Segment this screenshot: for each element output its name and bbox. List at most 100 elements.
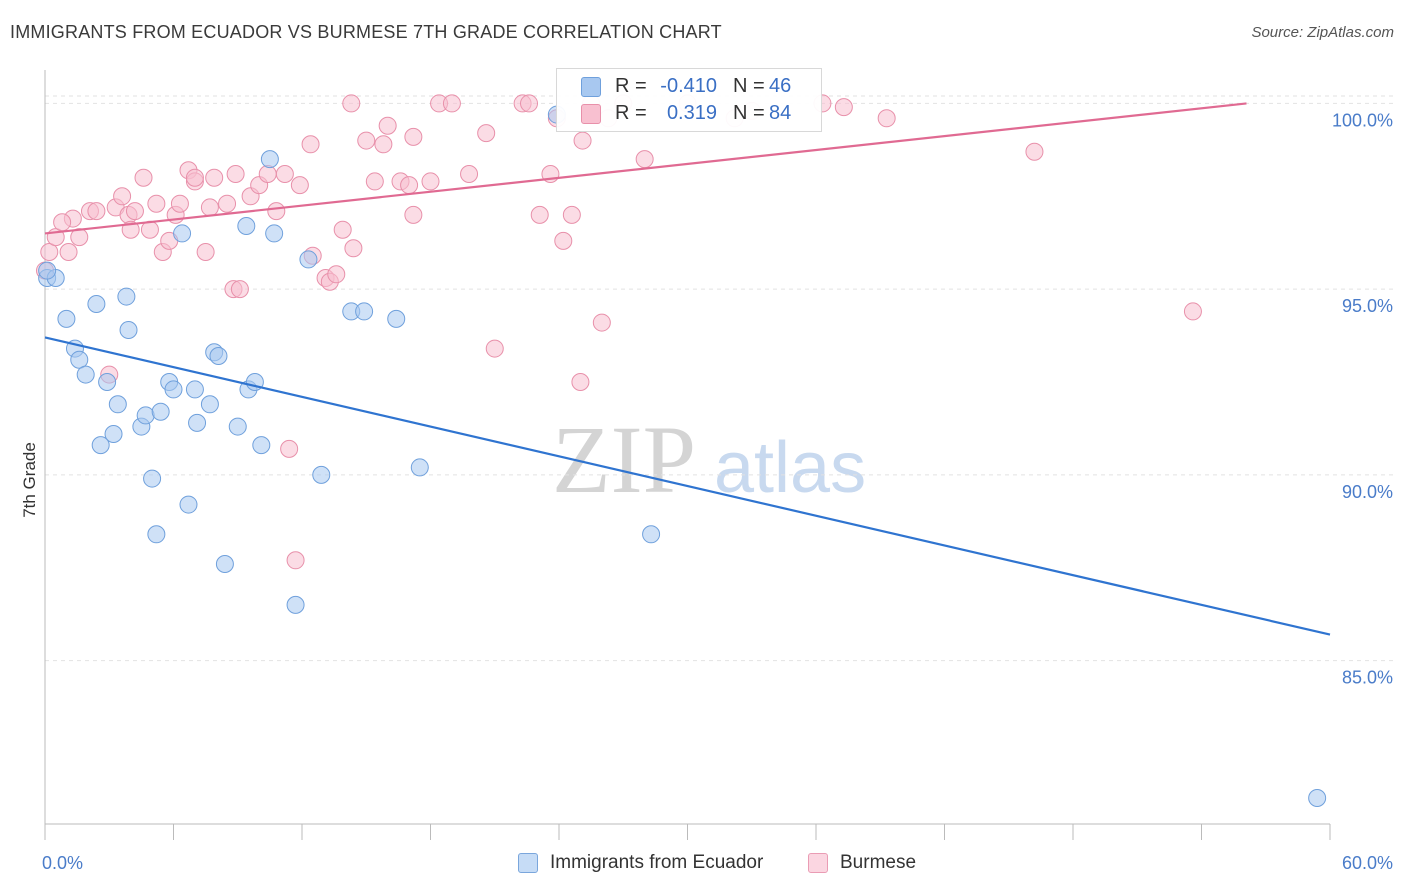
burmese-point — [404, 127, 423, 146]
ecuador-point — [299, 250, 318, 269]
burmese-point — [562, 205, 581, 224]
burmese-point — [344, 239, 363, 258]
ecuador-point — [228, 417, 247, 436]
ecuador-point — [265, 224, 284, 243]
stats-row-ecuador: R = -0.410 N = 46 — [557, 73, 821, 101]
ecuador-point — [164, 380, 183, 399]
ecuador-point — [200, 395, 219, 414]
burmese-point — [404, 205, 423, 224]
ecuador-point — [70, 350, 89, 369]
burmese-point — [365, 172, 384, 191]
burmese-point — [554, 231, 573, 250]
ecuador-point — [119, 321, 138, 339]
ecuador-point — [185, 380, 204, 399]
burmese-point — [400, 176, 419, 195]
source-label: Source: ZipAtlas.com — [1251, 24, 1394, 41]
burmese-point — [1025, 142, 1044, 161]
burmese-point — [267, 202, 286, 221]
burmese-point — [226, 165, 245, 183]
r-value: -0.410 — [660, 75, 717, 97]
watermark: ZIP atlas — [552, 406, 866, 513]
burmese-point — [421, 172, 440, 191]
burmese-point — [327, 265, 346, 284]
burmese-point — [53, 213, 72, 232]
y-tick-label: 95.0% — [1342, 296, 1393, 316]
ecuador-point — [215, 555, 234, 573]
burmese-point — [218, 194, 237, 213]
burmese-legend-swatch — [808, 853, 828, 873]
burmese-point — [877, 109, 896, 128]
ecuador-point — [188, 413, 207, 432]
tick-labels: 85.0% 90.0% 95.0% 100.0% 0.0% 60.0% — [42, 110, 1393, 873]
ecuador-point — [87, 295, 106, 313]
chart-title: IMMIGRANTS FROM ECUADOR VS BURMESE 7TH G… — [10, 22, 722, 42]
burmese-point — [200, 198, 219, 217]
y-tick-label: 90.0% — [1342, 482, 1393, 502]
r-label: R = — [615, 102, 647, 124]
burmese-point — [1183, 302, 1202, 321]
ecuador-point — [1308, 789, 1327, 807]
ecuador-point — [237, 217, 256, 235]
burmese-point — [573, 131, 592, 150]
burmese-point — [520, 94, 539, 113]
burmese-point — [460, 165, 479, 183]
burmese-point — [592, 313, 611, 332]
ecuador-point — [76, 365, 95, 384]
burmese-trend-line — [44, 102, 1247, 235]
burmese-point — [275, 165, 294, 183]
ecuador-point — [104, 425, 123, 443]
ecuador-point — [98, 373, 117, 391]
y-axis-label: 7th Grade — [20, 442, 39, 518]
burmese-point — [196, 243, 215, 261]
burmese-point — [280, 439, 299, 458]
burmese-point — [530, 205, 549, 224]
ecuador-point — [136, 406, 155, 425]
burmese-point — [185, 168, 204, 187]
burmese-point — [635, 150, 654, 169]
ecuador-point — [179, 495, 198, 514]
burmese-point — [378, 116, 397, 135]
burmese-point — [125, 202, 144, 221]
ecuador-point — [355, 302, 374, 321]
burmese-point — [301, 135, 320, 154]
n-label: N = — [733, 102, 765, 124]
trend-lines — [44, 102, 1331, 636]
burmese-point — [442, 94, 461, 113]
ecuador-point — [286, 595, 305, 614]
r-label: R = — [615, 75, 647, 97]
watermark-atlas: atlas — [714, 428, 866, 508]
burmese-point — [286, 551, 305, 570]
burmese-point — [147, 194, 166, 213]
legend-item-burmese[interactable]: Burmese — [808, 852, 916, 874]
stats-row-burmese: R = 0.319 N = 84 — [557, 100, 821, 128]
burmese-point — [258, 165, 277, 183]
ecuador-point — [252, 436, 271, 455]
ecuador-point — [147, 525, 166, 544]
series-legend: Immigrants from Ecuador Burmese — [0, 852, 1406, 878]
burmese-point — [571, 373, 590, 391]
n-label: N = — [733, 75, 765, 97]
ecuador-point — [108, 395, 127, 414]
ecuador-point — [387, 309, 406, 328]
ecuador-point — [209, 347, 228, 365]
burmese-point — [485, 339, 504, 358]
ecuador-point — [173, 224, 192, 243]
r-value: 0.319 — [666, 102, 717, 124]
n-value: 84 — [769, 102, 792, 124]
ecuador-swatch — [581, 77, 601, 97]
ecuador-point — [151, 402, 170, 421]
ecuador-point — [57, 309, 76, 328]
stats-legend: R = -0.410 N = 46 R = 0.319 N = 84 — [556, 68, 822, 132]
burmese-point — [834, 98, 853, 117]
axes — [44, 70, 1331, 840]
ecuador-point — [312, 465, 331, 484]
ecuador-point — [143, 469, 162, 488]
legend-item-ecuador[interactable]: Immigrants from Ecuador — [518, 852, 763, 874]
burmese-point — [170, 194, 189, 213]
burmese-point — [333, 220, 352, 239]
burmese-point — [342, 94, 361, 113]
ecuador-point — [38, 261, 57, 280]
burmese-point — [40, 243, 59, 261]
burmese-point — [59, 243, 78, 261]
